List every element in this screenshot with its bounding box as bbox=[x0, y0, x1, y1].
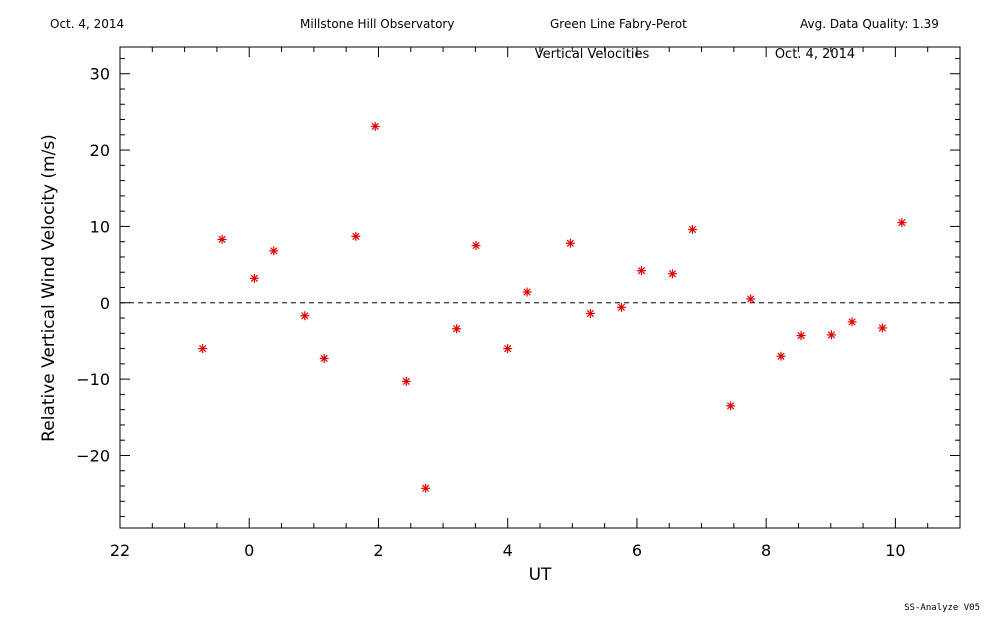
software-version: SS-Analyze V05 bbox=[904, 603, 980, 613]
data-point bbox=[585, 308, 595, 318]
y-axis-label: Relative Vertical Wind Velocity (m/s) bbox=[39, 134, 59, 442]
x-tick-label: 0 bbox=[244, 541, 254, 560]
header-date: Oct. 4, 2014 bbox=[50, 17, 125, 31]
y-tick-label: 30 bbox=[90, 65, 110, 84]
data-point bbox=[687, 224, 697, 234]
chart-title: Vertical Velocities bbox=[535, 47, 650, 62]
header-instrument: Green Line Fabry-Perot bbox=[550, 17, 687, 31]
y-tick-label: 10 bbox=[90, 217, 110, 236]
header-quality: Avg. Data Quality: 1.39 bbox=[800, 17, 939, 31]
data-point bbox=[198, 344, 208, 354]
data-point bbox=[249, 273, 259, 283]
data-point bbox=[269, 246, 279, 256]
data-point bbox=[877, 323, 887, 333]
x-tick-label: 2 bbox=[373, 541, 383, 560]
data-point bbox=[726, 401, 736, 411]
data-point bbox=[471, 241, 481, 251]
data-point bbox=[826, 330, 836, 340]
data-point bbox=[319, 354, 329, 364]
data-point bbox=[667, 269, 677, 279]
plot-frame bbox=[119, 46, 961, 529]
data-point bbox=[401, 376, 411, 386]
data-point bbox=[746, 294, 756, 304]
y-tick-label: −20 bbox=[76, 446, 110, 465]
x-axis-label: UT bbox=[529, 565, 552, 585]
x-tick-label: 4 bbox=[503, 541, 513, 560]
data-point bbox=[847, 317, 857, 327]
data-point bbox=[421, 483, 431, 493]
y-tick-label: 20 bbox=[90, 141, 110, 160]
data-point bbox=[636, 266, 646, 276]
y-tick-label: −10 bbox=[76, 370, 110, 389]
data-point bbox=[796, 331, 806, 341]
data-point bbox=[452, 324, 462, 334]
data-point bbox=[565, 238, 575, 248]
data-point bbox=[217, 234, 227, 244]
data-point bbox=[897, 218, 907, 228]
x-tick-label: 22 bbox=[110, 541, 130, 560]
header-observatory: Millstone Hill Observatory bbox=[300, 17, 455, 31]
data-point bbox=[370, 121, 380, 131]
chart-date-label: Oct. 4, 2014 bbox=[775, 47, 855, 62]
x-tick-label: 10 bbox=[885, 541, 905, 560]
data-point bbox=[351, 231, 361, 241]
data-point bbox=[616, 302, 626, 312]
x-tick-label: 8 bbox=[761, 541, 771, 560]
data-point bbox=[776, 351, 786, 361]
y-tick-label: 0 bbox=[100, 294, 110, 313]
data-point bbox=[300, 311, 310, 321]
x-tick-label: 6 bbox=[632, 541, 642, 560]
data-point bbox=[503, 344, 513, 354]
data-point bbox=[522, 287, 532, 297]
